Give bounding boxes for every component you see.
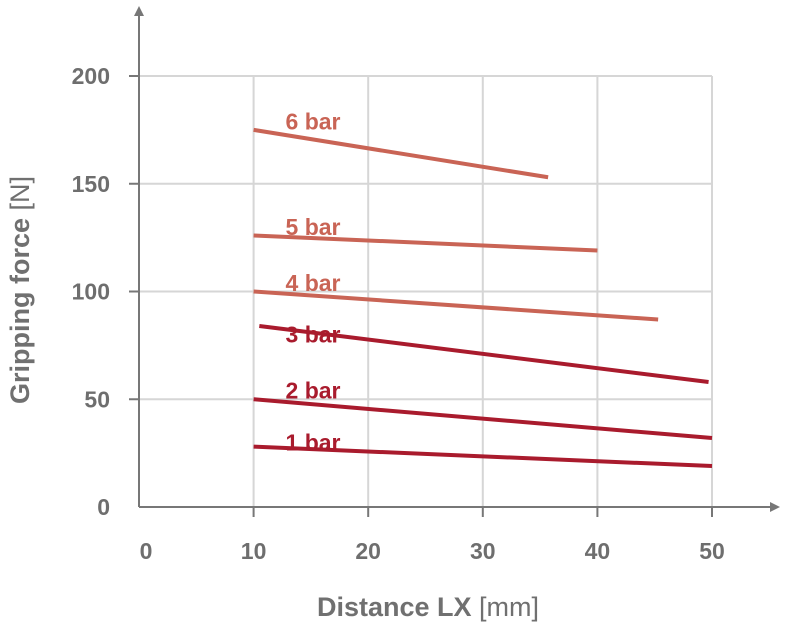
tick-labels: 0 50 100 150 200 0 10 20 30 40 50 (72, 63, 725, 564)
y-tick-label-100: 100 (72, 279, 110, 305)
x-tick-label-20: 20 (355, 538, 381, 564)
y-tick-label-150: 150 (72, 171, 110, 197)
x-tick-label-0: 0 (140, 538, 153, 564)
axes (134, 6, 780, 512)
series-line-3-bar (259, 323, 709, 384)
y-tick-label-50: 50 (84, 386, 110, 412)
y-tick-label-0: 0 (97, 494, 110, 520)
series-label-5-bar: 5 bar (286, 214, 341, 240)
series-line-2-bar (253, 397, 713, 441)
x-tick-label-30: 30 (470, 538, 496, 564)
grid (139, 75, 713, 507)
series-line-1-bar (253, 444, 713, 469)
x-tick-label-50: 50 (699, 538, 725, 564)
y-tick-label-200: 200 (72, 63, 110, 89)
series-label-2-bar: 2 bar (286, 378, 341, 404)
axis-titles: Distance LX [mm] Gripping force [N] (5, 176, 539, 622)
series-label-4-bar: 4 bar (286, 270, 341, 296)
series-line-5-bar (253, 233, 598, 253)
series-label-3-bar: 3 bar (286, 322, 341, 348)
x-tick-label-10: 10 (241, 538, 267, 564)
x-axis-title: Distance LX [mm] (317, 592, 539, 622)
series-label-6-bar: 6 bar (286, 108, 341, 134)
series-line-6-bar (253, 127, 549, 180)
series-lines: 6 bar 5 bar 4 bar 3 bar 2 bar 1 bar (253, 108, 713, 469)
x-axis-unit: [mm] (479, 592, 539, 622)
series-line-4-bar (253, 289, 659, 322)
y-axis-title: Gripping force [N] (5, 176, 35, 404)
x-tick-label-40: 40 (585, 538, 611, 564)
y-axis-unit: [N] (5, 176, 35, 211)
series-label-1-bar: 1 bar (286, 429, 341, 455)
